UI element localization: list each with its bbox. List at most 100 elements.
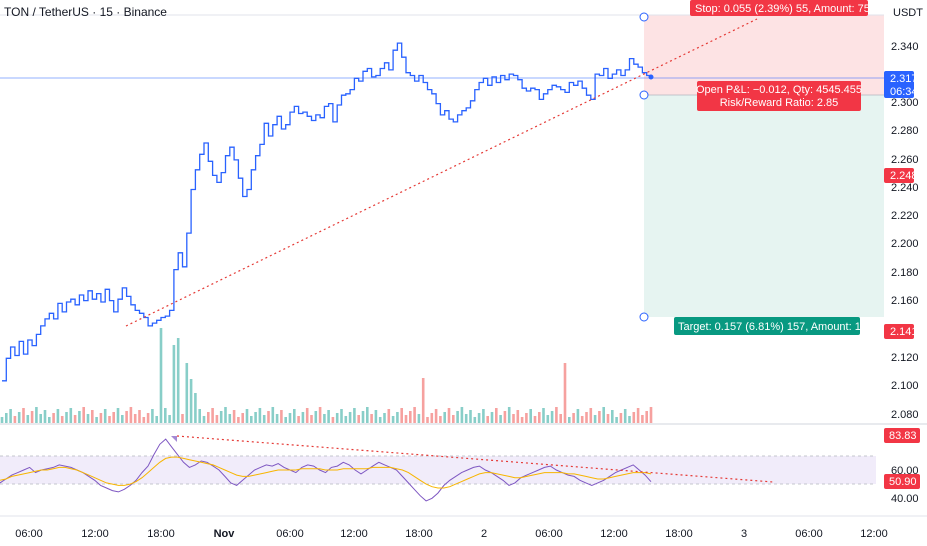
volume-bar [258, 408, 262, 423]
volume-bar [400, 408, 403, 423]
volume-bar [125, 411, 128, 423]
volume-bar [335, 413, 339, 423]
volume-bar [129, 407, 133, 423]
volume-bar [314, 411, 318, 423]
volume-bar [142, 417, 146, 423]
target-zone[interactable] [644, 95, 884, 317]
price-tick: 2.180 [891, 267, 919, 279]
time-label: 18:00 [147, 528, 175, 540]
volume-bar [9, 409, 12, 423]
time-axis[interactable]: 06:00 12:00 18:00 Nov 06:00 12:00 18:00 … [15, 528, 888, 540]
trend-line[interactable] [125, 18, 758, 327]
time-label: 12:00 [860, 528, 888, 540]
volume-bar [542, 408, 545, 423]
entry-handle[interactable] [639, 90, 649, 100]
volume-bar [378, 417, 382, 423]
volume-bar [645, 411, 648, 423]
volume-bar [82, 407, 85, 423]
volume-bar [619, 413, 623, 423]
volume-bar [159, 328, 163, 423]
volume-bar [568, 417, 571, 423]
volume-bar [168, 415, 171, 423]
volume-bar [331, 417, 335, 423]
price-tick: 2.100 [891, 380, 919, 392]
rsi-tick: 40.00 [891, 493, 919, 505]
volume-bar [602, 407, 605, 423]
rsi-scale[interactable]: 83.83 60.00 50.90 40.00 [884, 428, 920, 505]
time-label: 2 [481, 528, 487, 540]
target-price-value: 2.141 [890, 326, 918, 338]
volume-bar [413, 407, 416, 423]
volume-bar [250, 416, 253, 423]
stop-handle[interactable] [639, 12, 649, 22]
volume-bar [189, 379, 193, 423]
volume-bar [275, 414, 279, 423]
volume-bar [254, 412, 257, 423]
last-price-dot [648, 74, 654, 80]
stop-price-value: 2.248 [890, 170, 918, 182]
volume-bar [589, 408, 593, 423]
volume-bar [262, 415, 266, 423]
volume-bar [628, 416, 631, 423]
time-label: 3 [741, 528, 747, 540]
volume-bar [327, 410, 330, 423]
pnl-label: Open P&L: −0.012, Qty: 4545.455 [696, 84, 862, 96]
current-price-value: 2.317 [890, 73, 918, 85]
volume-bar [525, 413, 528, 423]
volume-bar [305, 408, 309, 423]
volume-bar [133, 414, 137, 423]
volume-bar [516, 410, 520, 423]
volume-bar [593, 415, 597, 423]
volume-bar [297, 416, 300, 423]
time-label: 12:00 [81, 528, 109, 540]
volume-bar [495, 408, 498, 423]
volume-bar [121, 415, 124, 423]
volume-bar [572, 413, 575, 423]
volume-bar [116, 408, 120, 423]
volume-bar [641, 415, 644, 423]
volume-bar [318, 407, 322, 423]
current-price-tag [884, 71, 914, 98]
countdown-value: 06:34 [890, 86, 918, 98]
price-line [2, 42, 652, 382]
volume-bar [606, 414, 610, 423]
volume-bar [623, 409, 627, 423]
volume-bar [473, 417, 477, 423]
volume-bar [490, 412, 494, 423]
time-label: 06:00 [795, 528, 823, 540]
price-tick: 2.240 [891, 182, 919, 194]
volume-bar [482, 409, 485, 423]
volume-bar [207, 412, 210, 423]
price-scale[interactable]: USDT 2.340 2.300 2.280 2.260 2.240 2.220… [884, 7, 923, 421]
volume-bar [176, 338, 180, 423]
volume-bar [35, 407, 38, 423]
volume-bar [533, 416, 537, 423]
volume-bar [323, 414, 326, 423]
time-label: 12:00 [340, 528, 368, 540]
volume-bar [529, 409, 532, 423]
price-tick: 2.160 [891, 295, 919, 307]
volume-bar [417, 414, 421, 423]
stop-label-box[interactable]: Stop: 0.055 (2.39%) 55, Amount: 750 [690, 0, 876, 16]
volume-bar [219, 411, 223, 423]
pnl-label-box[interactable]: Open P&L: −0.012, Qty: 4545.455 Risk/Rew… [696, 81, 862, 111]
volume-bar [469, 410, 472, 423]
volume-bar [194, 393, 197, 423]
volume-bar [0, 417, 4, 423]
volume-bar [43, 410, 47, 423]
volume-bar [387, 409, 391, 423]
volume-bar [443, 412, 446, 423]
volume-bar [611, 410, 614, 423]
volume-bar [78, 411, 81, 423]
volume-bar [271, 407, 275, 423]
volume-bar [340, 409, 343, 423]
stop-label: Stop: 0.055 (2.39%) 55, Amount: 750 [695, 3, 876, 15]
time-label: 12:00 [600, 528, 628, 540]
target-handle[interactable] [639, 312, 649, 322]
volume-bar [39, 414, 42, 423]
target-label-box[interactable]: Target: 0.157 (6.81%) 157, Amount: 1713.… [674, 317, 894, 335]
volume-bar [13, 416, 17, 423]
volume-bar [421, 378, 425, 423]
volume-bar [198, 409, 201, 423]
